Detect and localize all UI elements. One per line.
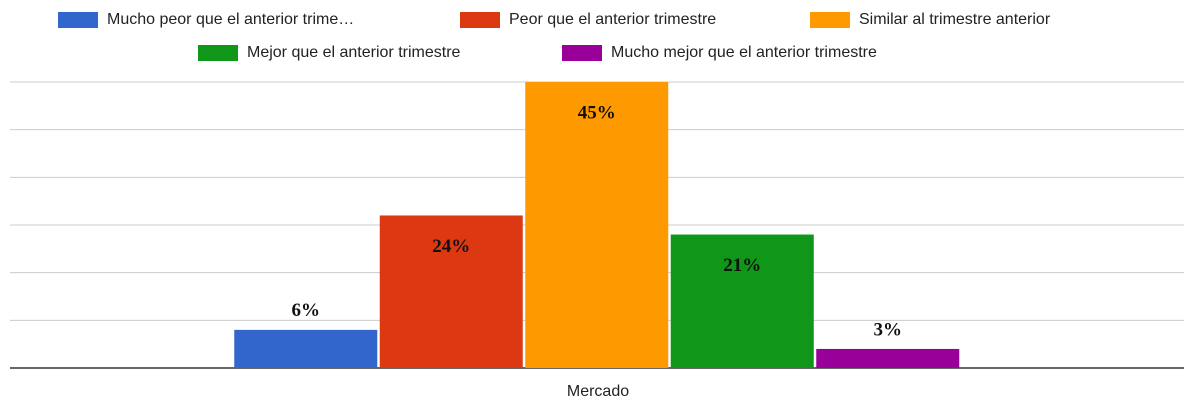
legend-swatch	[460, 12, 500, 28]
bar	[816, 348, 960, 368]
value-label: 3%	[874, 319, 903, 340]
value-label: 45%	[578, 102, 616, 123]
value-label: 21%	[723, 255, 761, 276]
value-label: 24%	[432, 236, 470, 257]
legend-label: Mejor que el anterior trimestre	[247, 44, 461, 61]
x-tick-label: Mercado	[567, 383, 629, 400]
legend-swatch	[58, 12, 98, 28]
bar	[525, 82, 669, 368]
legend-swatch	[810, 12, 850, 28]
legend-label: Mucho peor que el anterior trime…	[107, 11, 354, 28]
bar	[234, 329, 378, 368]
bar	[670, 234, 814, 368]
legend-label: Similar al trimestre anterior	[859, 11, 1051, 28]
value-label: 6%	[292, 300, 321, 321]
legend-label: Mucho mejor que el anterior trimestre	[611, 44, 877, 61]
legend-swatch	[562, 45, 602, 61]
legend-swatch	[198, 45, 238, 61]
legend-label: Peor que el anterior trimestre	[509, 11, 716, 28]
bar	[379, 215, 523, 368]
